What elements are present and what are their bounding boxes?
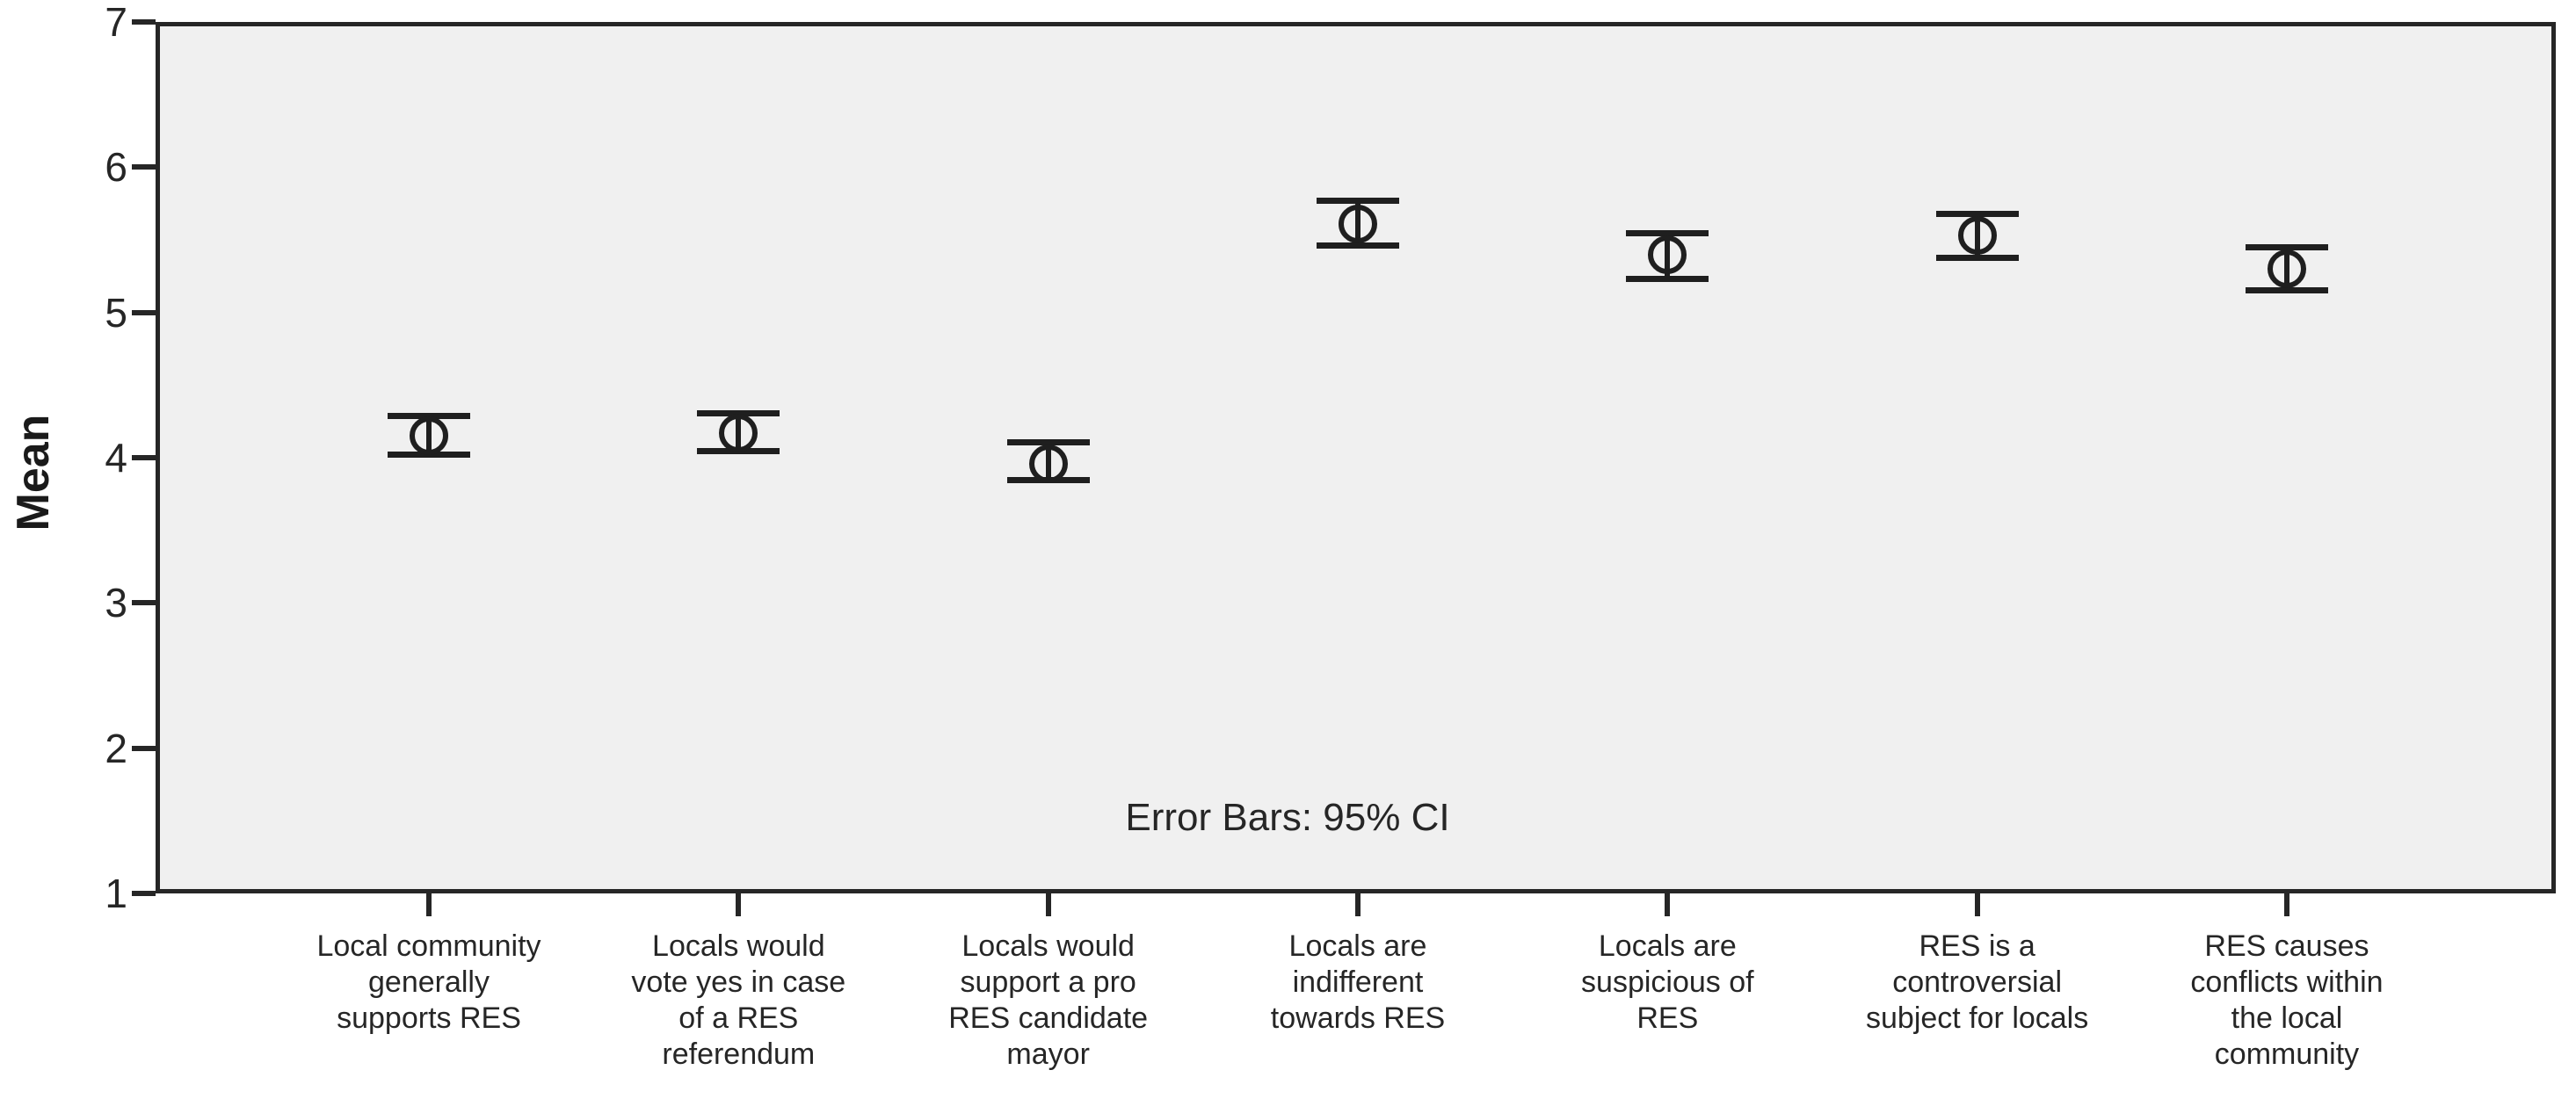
error-bar-cap-top: [1006, 438, 1090, 445]
y-tick-label: 6: [105, 144, 127, 191]
x-tick-line: [736, 893, 742, 916]
plot-area: [156, 22, 2556, 893]
error-bar-mean-circle: [719, 413, 758, 452]
y-tick-line: [132, 745, 156, 751]
error-bar-mean-circle: [1338, 204, 1377, 243]
error-bar-cap-top: [697, 409, 780, 416]
y-tick-label: 4: [105, 435, 127, 481]
y-tick-line: [132, 19, 156, 25]
x-tick-line: [1354, 893, 1361, 916]
x-tick-line: [2283, 893, 2289, 916]
y-tick-label: 3: [105, 580, 127, 626]
error-bar-cap-top: [388, 413, 470, 420]
error-bar-cap-top: [1626, 229, 1709, 236]
y-tick-label: 5: [105, 289, 127, 336]
y-tick-label: 1: [105, 871, 127, 916]
error-bar-cap-top: [1316, 198, 1399, 205]
error-bar-mean-circle: [1028, 444, 1068, 483]
y-tick-line: [132, 455, 156, 460]
error-bar-cap-bottom: [2245, 286, 2328, 293]
y-tick-line: [132, 600, 156, 606]
x-tick-line: [1045, 893, 1051, 916]
y-tick-line: [132, 891, 156, 896]
error-bar-cap-bottom: [1935, 255, 2019, 262]
error-bar-cap-bottom: [1626, 275, 1709, 282]
x-axis-category-label: Locals are indifferent towards RES: [1270, 929, 1446, 1035]
x-axis-category-label: RES causes conflicts within the local co…: [2190, 929, 2384, 1071]
error-bar-mean-circle: [1957, 216, 1997, 256]
x-tick-line: [426, 893, 432, 916]
x-axis-category-label: Locals would vote yes in case of a RES r…: [631, 929, 846, 1071]
error-bar-mean-circle: [2267, 249, 2306, 289]
x-axis-category-label: Locals would support a pro RES candidate…: [948, 929, 1149, 1071]
error-bar-cap-top: [2245, 244, 2328, 251]
y-tick-label: 2: [105, 725, 127, 771]
x-axis-category-label: Locals are suspicious of RES: [1581, 929, 1754, 1035]
x-axis-category-label: RES is a controversial subject for local…: [1866, 929, 2089, 1035]
x-tick-line: [1974, 893, 1980, 916]
x-tick-line: [1665, 893, 1671, 916]
error-bar-mean-circle: [1648, 235, 1687, 274]
error-bar-cap-bottom: [1316, 242, 1399, 249]
error-bar-mean-circle: [410, 416, 448, 456]
error-bars-ci-annotation: Error Bars: 95% CI: [1125, 796, 1450, 839]
y-tick-label: 7: [105, 0, 127, 45]
x-axis-category-label: Local community generally supports RES: [316, 929, 541, 1035]
y-tick-line: [132, 164, 156, 170]
error-bar-cap-top: [1935, 211, 2019, 218]
y-tick-line: [132, 309, 156, 315]
